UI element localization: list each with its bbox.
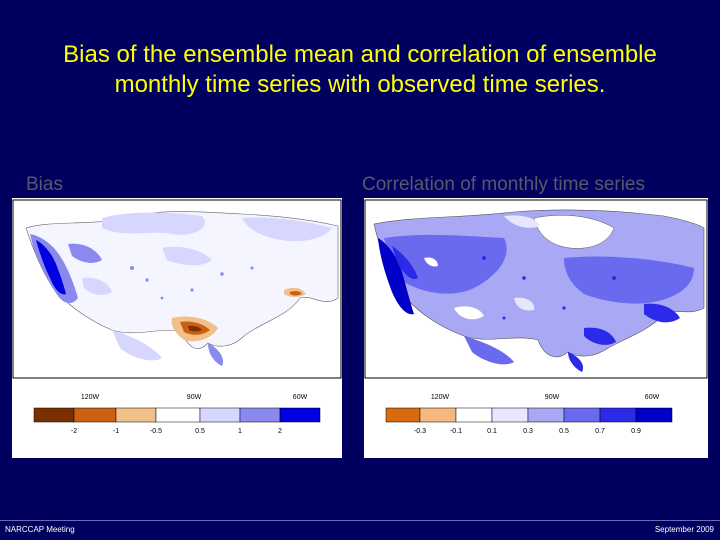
- correlation-lon-label-90w: 90W: [544, 394, 560, 401]
- bias-panel-label: Bias: [26, 174, 63, 195]
- correlation-colorbar-label: -0.3: [413, 428, 427, 435]
- footer-date: September 2009: [654, 525, 714, 534]
- correlation-colorbar-label: 0.3: [523, 428, 533, 435]
- slide-title: Bias of the ensemble mean and correlatio…: [63, 41, 657, 98]
- bias-lon-label-60w: 60W: [292, 394, 308, 401]
- bias-lon-label-90w: 90W: [186, 394, 202, 401]
- correlation-colorbar-label: 0.1: [487, 428, 497, 435]
- correlation-colorbar-label: 0.7: [595, 428, 605, 435]
- bias-colorbar-label: 0.5: [195, 428, 205, 435]
- footer-divider: [0, 520, 720, 521]
- correlation-colorbar-label: -0.1: [449, 428, 463, 435]
- correlation-colorbar-label: 0.5: [559, 428, 569, 435]
- bias-colorbar-label: -2: [70, 428, 78, 435]
- bias-colorbar-label: 2: [278, 428, 282, 435]
- correlation-lon-label-120w: 120W: [430, 394, 450, 401]
- bias-map: [12, 198, 342, 458]
- correlation-lon-label-60w: 60W: [644, 394, 660, 401]
- correlation-colorbar-label: 0.9: [631, 428, 641, 435]
- bias-map-panel: 120W 90W 60W -2 -1 -0.5 0.5 1 2: [12, 198, 342, 458]
- bias-colorbar-label: 1: [238, 428, 242, 435]
- bias-lon-label-120w: 120W: [80, 394, 100, 401]
- correlation-map-panel: 120W 90W 60W -0.3 -0.1 0.1 0.3 0.5 0.7 0…: [364, 198, 708, 458]
- bias-colorbar-label: -1: [112, 428, 120, 435]
- correlation-map: [364, 198, 708, 458]
- correlation-panel-label: Correlation of monthly time series: [362, 174, 645, 195]
- bias-colorbar-label: -0.5: [149, 428, 163, 435]
- footer-event-name: NARCCAP Meeting: [5, 525, 75, 534]
